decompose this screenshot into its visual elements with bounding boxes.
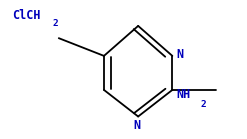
Text: N: N: [176, 48, 183, 61]
Text: ClCH: ClCH: [12, 9, 41, 22]
Text: NH: NH: [176, 88, 190, 101]
Text: 2: 2: [200, 100, 206, 109]
Text: 2: 2: [53, 19, 59, 28]
Text: N: N: [133, 119, 141, 131]
